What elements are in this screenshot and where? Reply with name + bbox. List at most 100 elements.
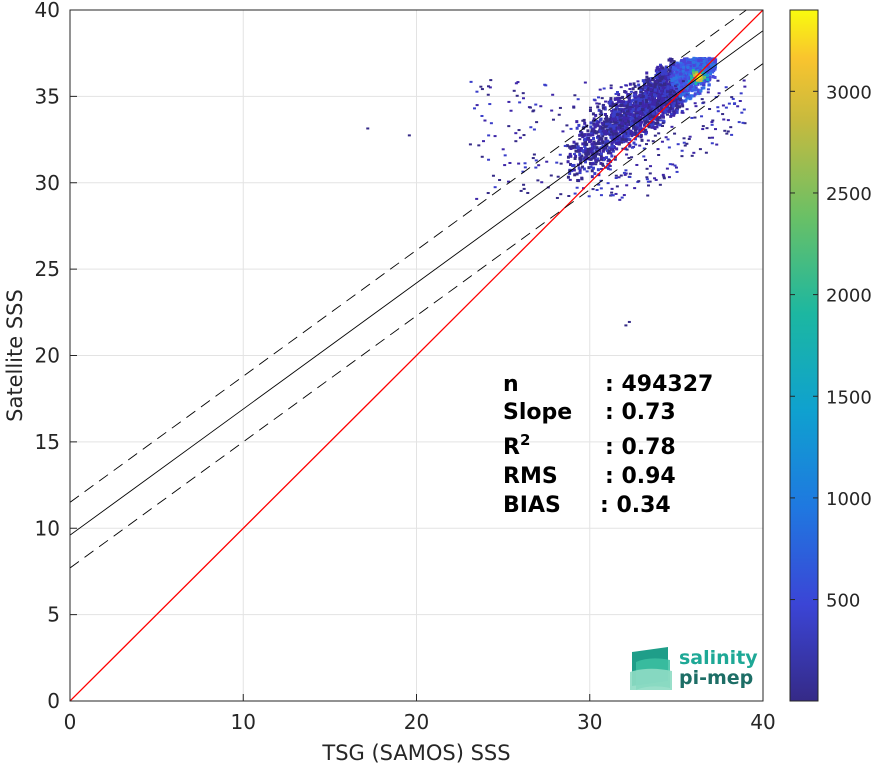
density-bin <box>681 104 685 108</box>
density-bin <box>656 118 660 122</box>
density-bin <box>600 126 604 129</box>
density-bin <box>621 95 625 99</box>
density-bin <box>686 80 690 84</box>
density-bin <box>679 63 683 67</box>
density-bin <box>632 98 636 102</box>
density-bin <box>656 102 660 106</box>
density-bin <box>679 68 683 72</box>
density-bin <box>655 94 659 98</box>
density-bin <box>635 126 639 130</box>
density-bin <box>628 145 632 148</box>
density-bin <box>625 148 629 151</box>
density-bin <box>595 102 599 105</box>
density-bin <box>633 93 637 97</box>
density-bin <box>665 167 669 170</box>
density-bin <box>477 144 481 147</box>
density-bin <box>709 64 713 68</box>
density-bin <box>673 111 677 115</box>
density-bin <box>646 120 650 124</box>
density-bin <box>676 65 680 69</box>
density-bin <box>602 120 606 124</box>
density-bin <box>628 111 632 115</box>
density-bin <box>573 157 577 161</box>
density-bin <box>615 137 619 140</box>
density-bin <box>713 61 717 65</box>
density-bin <box>662 108 666 112</box>
density-bin <box>528 106 532 109</box>
density-bin <box>645 176 649 179</box>
density-bin <box>663 73 667 77</box>
density-bin <box>692 85 696 89</box>
density-bin <box>602 87 606 90</box>
density-bin <box>503 164 507 167</box>
density-bin <box>647 82 651 86</box>
density-bin <box>592 98 596 101</box>
density-bin <box>599 152 603 156</box>
density-bin <box>643 111 647 115</box>
density-bin <box>609 135 613 139</box>
density-bin <box>662 175 666 178</box>
density-bin <box>683 77 687 81</box>
density-bin <box>673 91 677 94</box>
density-bin <box>592 156 596 160</box>
density-bin <box>529 126 533 129</box>
density-bin <box>675 110 679 114</box>
density-bin <box>687 70 691 74</box>
density-bin <box>608 101 612 105</box>
density-bin <box>607 163 611 167</box>
density-bin <box>600 121 604 125</box>
density-bin <box>579 147 583 151</box>
density-bin <box>644 86 648 90</box>
density-bin <box>572 106 576 109</box>
density-bin <box>568 171 572 175</box>
density-bin <box>629 100 633 104</box>
density-bin <box>600 157 604 160</box>
density-bin <box>601 147 605 150</box>
density-bin <box>680 100 684 104</box>
density-bin <box>468 143 472 146</box>
density-bin <box>664 67 668 71</box>
density-bin <box>737 121 741 124</box>
density-bin <box>632 132 636 136</box>
density-bin <box>676 63 680 67</box>
density-bin <box>602 103 606 106</box>
density-bin <box>611 128 615 132</box>
density-bin <box>531 157 535 160</box>
density-bin <box>665 109 669 113</box>
density-bin <box>676 107 680 111</box>
density-bin <box>572 140 576 144</box>
density-bin <box>639 91 643 94</box>
density-bin <box>523 166 527 169</box>
density-bin <box>655 112 659 116</box>
density-bin <box>598 113 602 116</box>
density-bin <box>670 69 674 73</box>
density-bin <box>604 130 608 134</box>
density-bin <box>619 174 623 177</box>
density-bin <box>659 89 663 93</box>
density-bin <box>614 92 618 95</box>
x-tick-label: 30 <box>577 710 602 734</box>
density-bin <box>640 138 644 142</box>
density-bin <box>663 89 667 93</box>
density-bin <box>653 79 657 83</box>
density-bin <box>596 105 600 109</box>
density-bin <box>607 158 611 161</box>
density-bin <box>675 70 679 74</box>
density-bin <box>624 114 628 118</box>
density-bin <box>649 123 653 127</box>
density-bin <box>609 87 613 90</box>
density-bin <box>633 120 637 124</box>
density-bin <box>588 109 592 113</box>
density-bin <box>612 126 616 130</box>
density-bin <box>706 75 710 79</box>
density-bin <box>610 117 614 121</box>
density-bin <box>514 132 518 135</box>
density-bin <box>594 158 598 162</box>
density-bin <box>681 80 685 83</box>
density-bin <box>633 128 637 132</box>
density-bin <box>573 153 577 156</box>
density-bin <box>647 77 651 81</box>
density-bin <box>565 144 569 148</box>
density-bin <box>627 119 631 123</box>
density-bin <box>651 140 655 143</box>
